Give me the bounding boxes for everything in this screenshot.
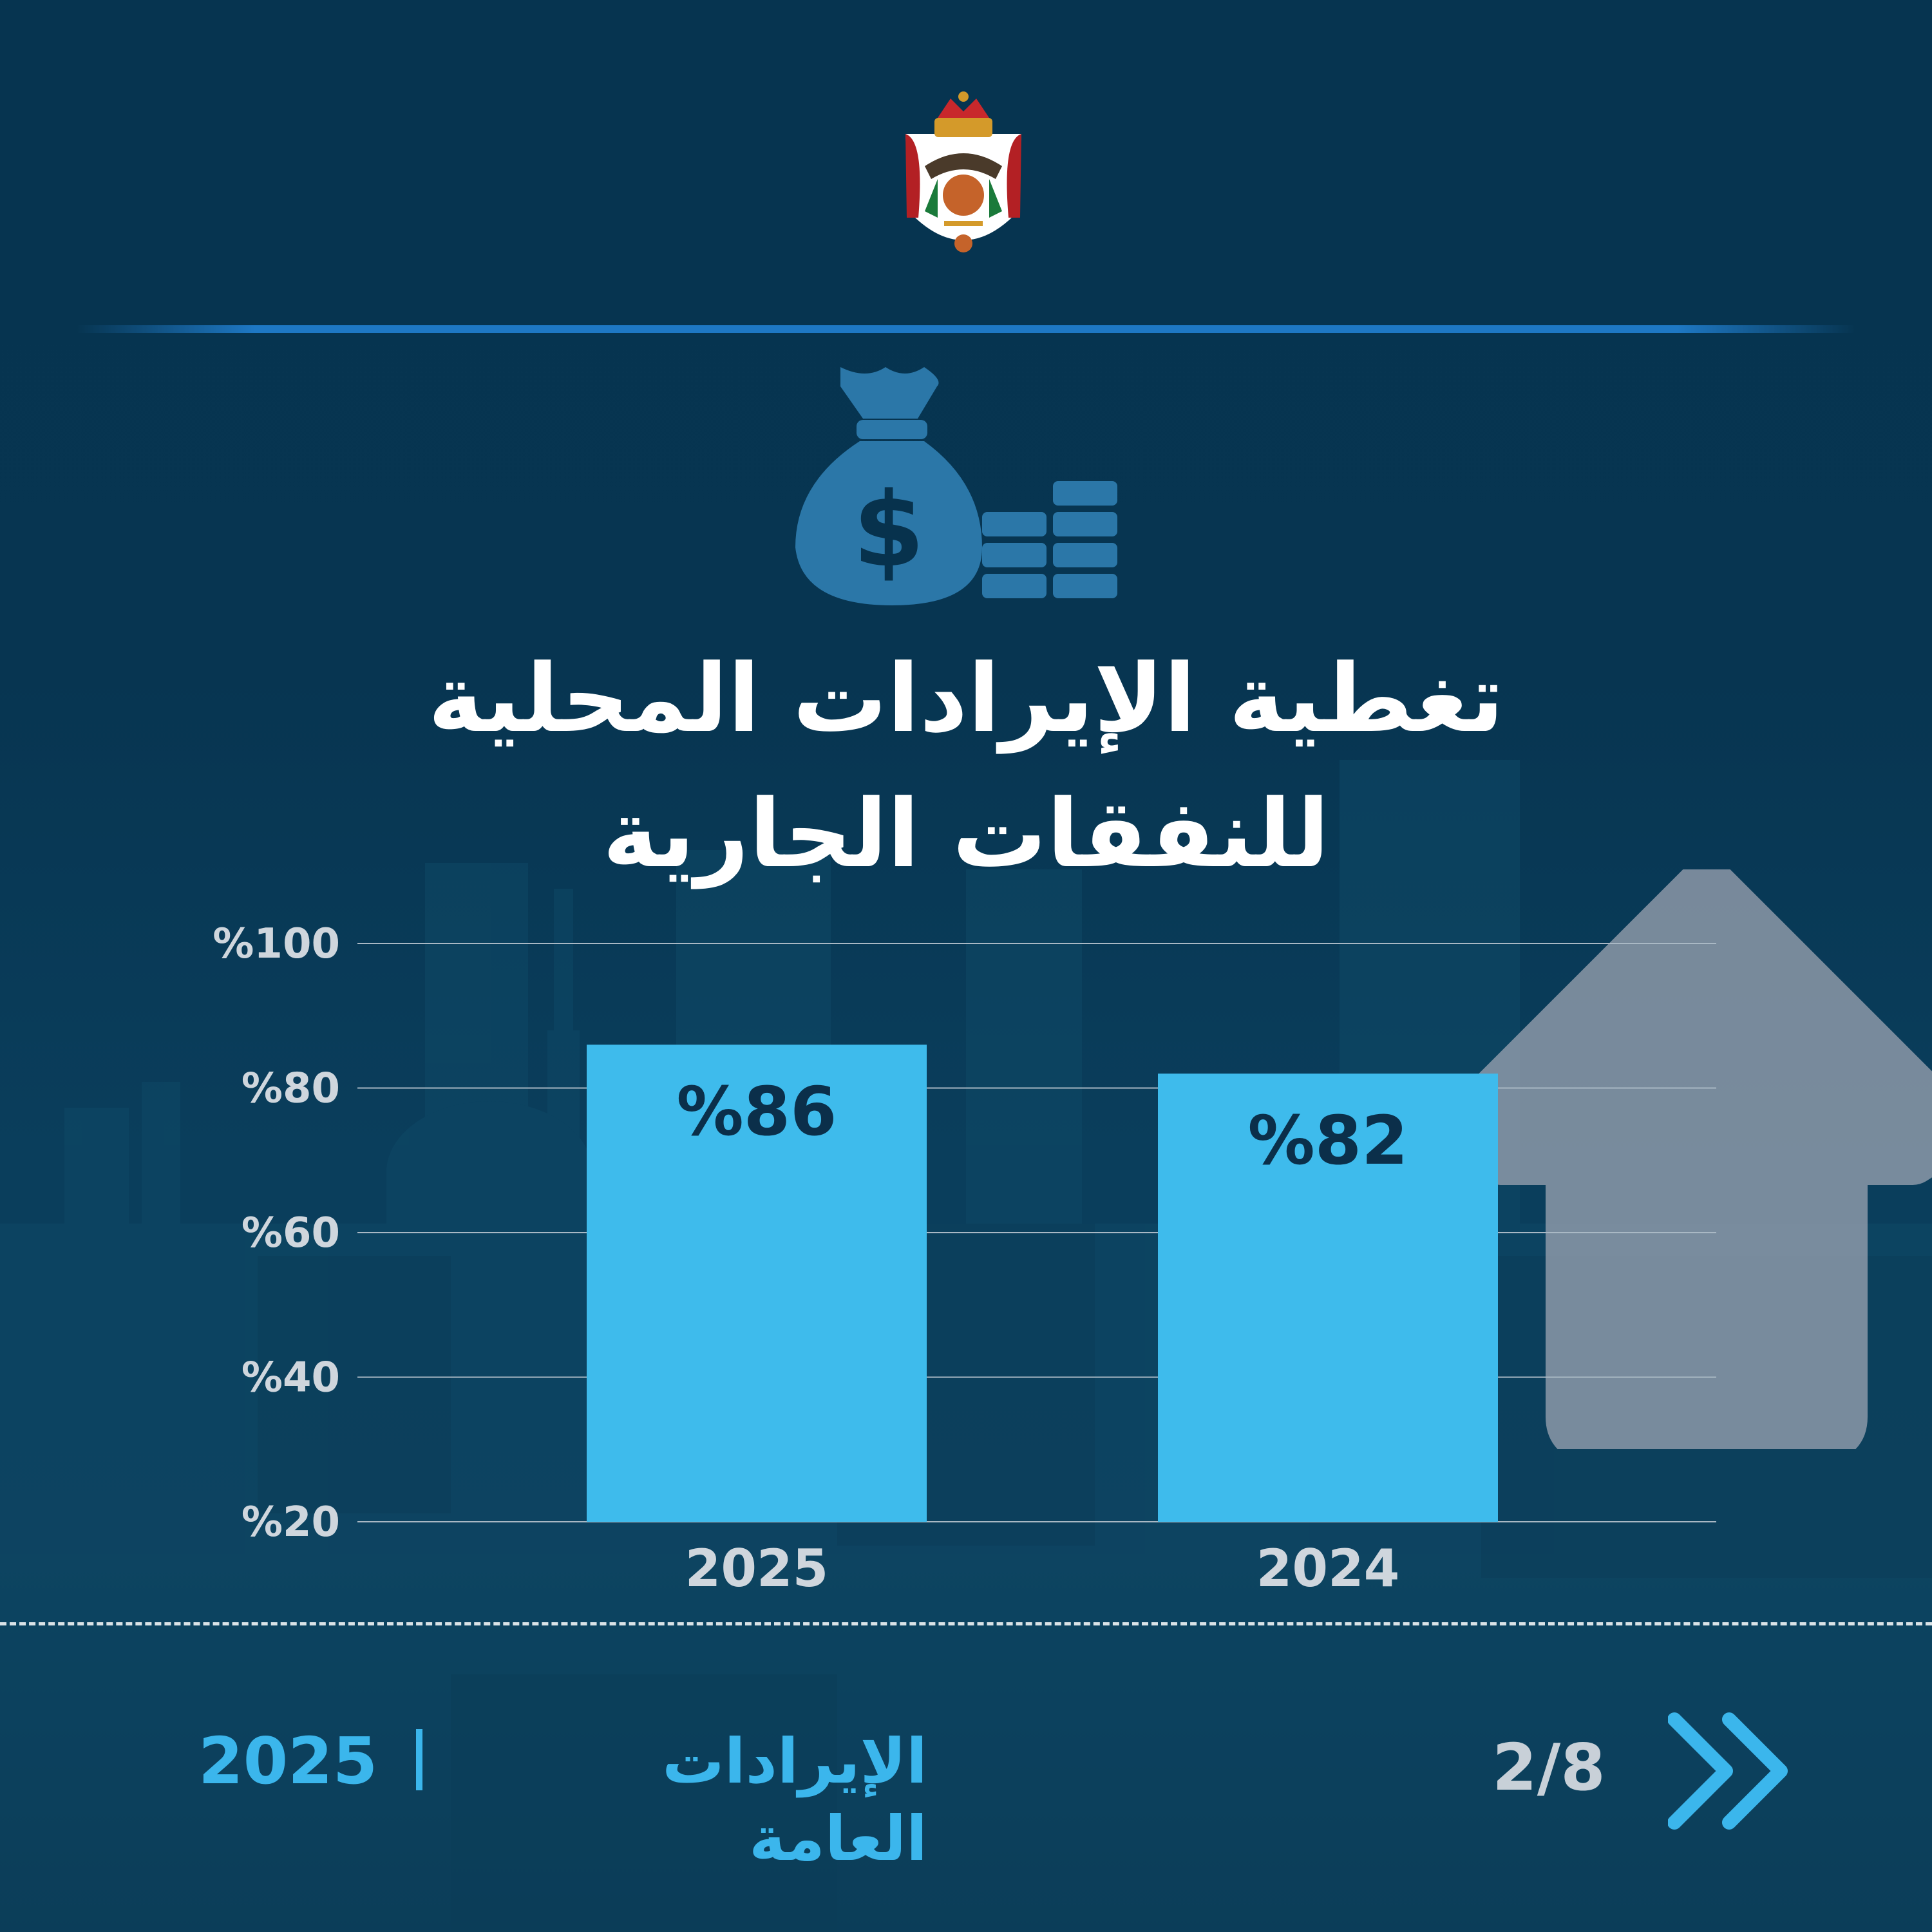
double-chevron-right-icon[interactable]	[1668, 1707, 1797, 1835]
y-tick-label: %20	[242, 1499, 340, 1546]
chart-title-line-1: تغطية الإيرادات المحلية	[428, 644, 1504, 753]
bar-2025	[587, 1045, 927, 1522]
footer-year: 2025	[198, 1723, 378, 1799]
footer-separator	[416, 1729, 422, 1790]
page-indicator: 2/8	[1492, 1730, 1605, 1805]
x-category-label: 2024	[1256, 1539, 1400, 1598]
chart-title-line-2: للنفقات الجارية	[602, 779, 1330, 889]
y-tick-label: %40	[242, 1354, 340, 1402]
y-tick-label: %60	[242, 1209, 340, 1257]
footer-topic: الإيرادات العامة	[662, 1725, 927, 1875]
data-label-2025: %86	[677, 1072, 837, 1151]
jordan-coat-of-arms-icon	[905, 91, 1021, 252]
data-label-2024: %82	[1248, 1101, 1408, 1180]
svg-text:$: $	[853, 469, 924, 590]
header-divider	[77, 325, 1855, 333]
x-category-label: 2025	[685, 1539, 829, 1598]
y-tick-label: %80	[242, 1065, 340, 1113]
bar-chart: %20 %40 %60 %80 %100 %86 %82 2025 2024	[213, 920, 1716, 1598]
money-bag-coins-icon: $	[795, 367, 1117, 605]
footer-divider	[0, 1622, 1932, 1625]
y-tick-label: %100	[213, 920, 340, 968]
bar-2024	[1158, 1074, 1498, 1522]
